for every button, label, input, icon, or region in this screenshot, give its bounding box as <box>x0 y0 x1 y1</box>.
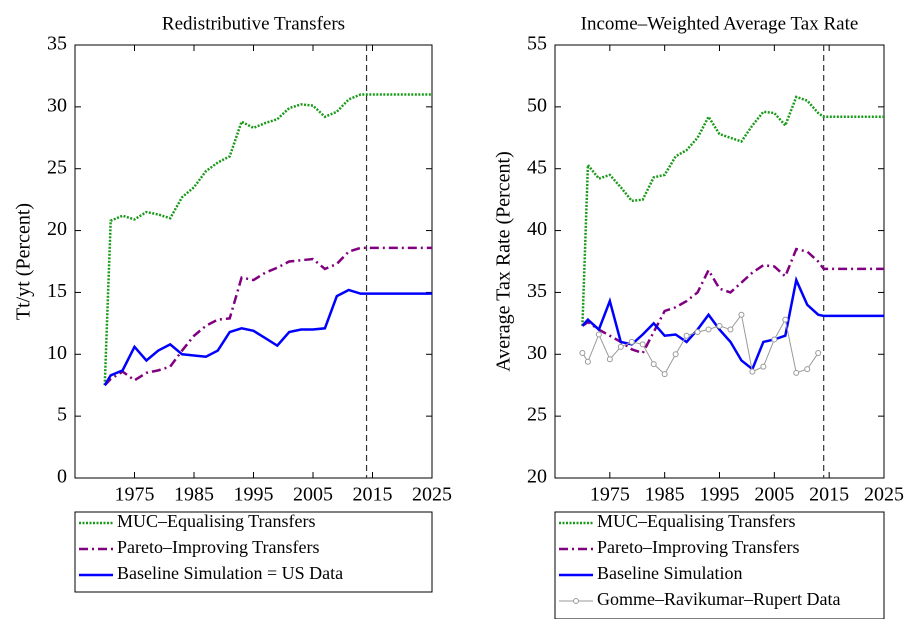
data-point <box>760 363 767 370</box>
legend-marker <box>573 598 579 604</box>
series-line <box>103 246 432 387</box>
y-tick-label: 35 <box>47 33 67 55</box>
legend-label: Gomme–Ravikumar–Rupert Data <box>597 589 840 609</box>
x-tick-label: 1995 <box>700 484 740 506</box>
y-tick-label: 50 <box>527 94 547 116</box>
data-point <box>683 332 690 339</box>
y-tick-label: 25 <box>47 156 67 178</box>
y-tick-label: 25 <box>527 404 547 426</box>
y-tick-label: 30 <box>527 342 547 364</box>
legend-label: Pareto–Improving Transfers <box>117 537 319 557</box>
data-point <box>771 336 778 343</box>
y-tick-label: 55 <box>527 33 547 55</box>
legend-label: Baseline Simulation <box>597 563 743 583</box>
data-point <box>705 326 712 333</box>
x-tick-label: 1985 <box>645 484 685 506</box>
legend-label: Baseline Simulation = US Data <box>117 563 343 583</box>
y-tick-label: 35 <box>527 280 547 302</box>
legend-label: MUC–Equalising Transfers <box>597 511 796 531</box>
y-tick-label: 10 <box>47 342 67 364</box>
plot-area <box>74 44 433 479</box>
data-point <box>650 361 657 368</box>
x-tick-label: 2025 <box>864 484 904 506</box>
plot-area <box>554 44 885 479</box>
y-axis-label: Average Tax Rate (Percent) <box>493 151 515 372</box>
data-point <box>815 350 822 357</box>
data-point <box>727 326 734 333</box>
x-tick-label: 1975 <box>115 484 155 506</box>
series-line <box>581 275 884 372</box>
data-point <box>606 356 613 363</box>
data-point <box>782 316 789 323</box>
series-line <box>581 95 884 326</box>
data-point <box>694 329 701 336</box>
y-tick-label: 45 <box>527 156 547 178</box>
x-tick-label: 2025 <box>412 484 452 506</box>
legend <box>74 511 433 593</box>
data-point <box>804 366 811 373</box>
data-point <box>716 322 723 329</box>
x-tick-label: 2015 <box>809 484 849 506</box>
data-point <box>672 351 679 358</box>
data-point <box>579 350 586 357</box>
chart-title: Income–Weighted Average Tax Rate <box>581 13 859 34</box>
y-axis-label: Tt/yt (Percent) <box>13 203 35 320</box>
data-point <box>617 343 624 350</box>
data-point <box>793 369 800 376</box>
legend-label: Pareto–Improving Transfers <box>597 537 799 557</box>
legend-label: MUC–Equalising Transfers <box>117 511 316 531</box>
y-tick-label: 40 <box>527 218 547 240</box>
data-point <box>639 341 646 348</box>
y-tick-label: 20 <box>527 466 547 488</box>
chart-title: Redistributive Transfers <box>162 13 345 34</box>
series-line <box>103 288 432 386</box>
x-tick-label: 2005 <box>754 484 794 506</box>
data-point <box>595 331 602 338</box>
y-tick-label: 5 <box>57 404 67 426</box>
data-point <box>584 358 591 365</box>
series-line <box>103 93 432 386</box>
x-tick-label: 1995 <box>234 484 274 506</box>
x-tick-label: 2015 <box>353 484 393 506</box>
data-point <box>661 371 668 378</box>
y-tick-label: 20 <box>47 218 67 240</box>
y-tick-label: 30 <box>47 94 67 116</box>
y-tick-label: 0 <box>57 466 67 488</box>
y-tick-label: 15 <box>47 280 67 302</box>
data-point <box>749 368 756 375</box>
x-tick-label: 1985 <box>174 484 214 506</box>
data-point <box>738 311 745 318</box>
x-tick-label: 1975 <box>590 484 630 506</box>
data-point <box>628 338 635 345</box>
legend <box>554 511 885 619</box>
x-tick-label: 2005 <box>293 484 333 506</box>
